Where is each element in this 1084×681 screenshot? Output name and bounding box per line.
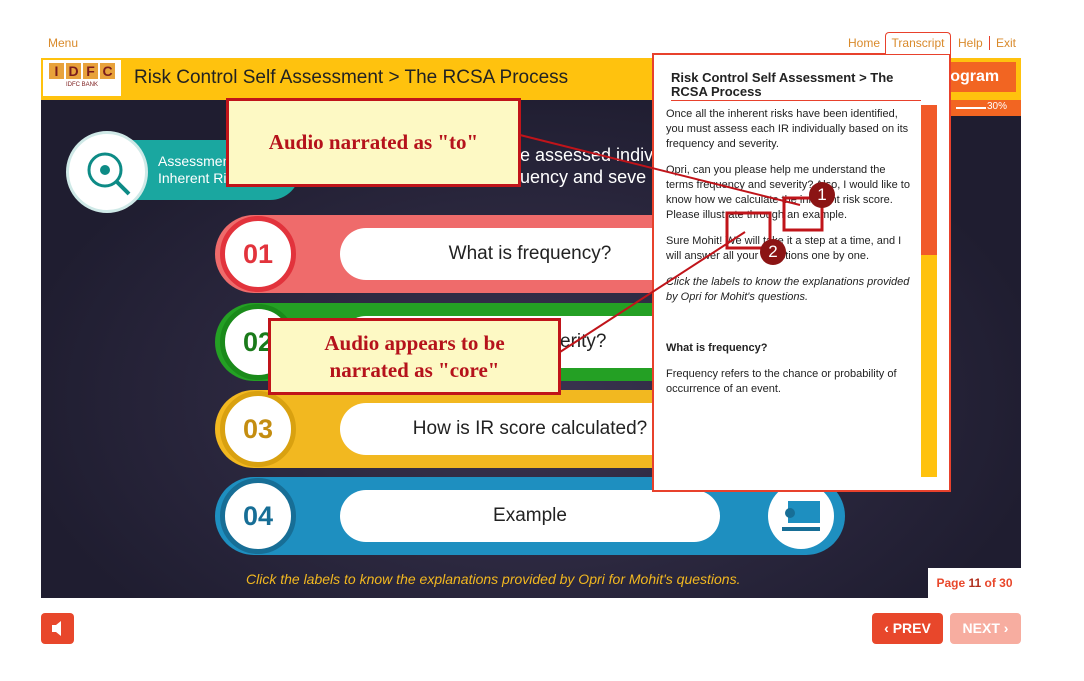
logo-caption: IDFC BANK <box>65 82 98 88</box>
page-prefix: Page <box>936 576 966 590</box>
icon <box>782 501 820 531</box>
item-label[interactable]: Example <box>340 490 720 542</box>
logo: I D F C IDFC BANK <box>43 60 121 96</box>
transcript-paragraph: Opri, can you please help me understand … <box>666 164 910 221</box>
transcript-paragraph: Once all the inherent risks have been id… <box>666 108 909 150</box>
transcript-title: Risk Control Self Assessment > The RCSA … <box>671 71 921 101</box>
logo-letter: D <box>66 63 81 79</box>
item-number: 04 <box>220 478 296 554</box>
item-number: 01 <box>220 216 296 292</box>
scroll-thumb[interactable] <box>921 105 937 255</box>
example-icon <box>768 483 834 549</box>
arrow <box>559 231 746 353</box>
marker: 2 <box>760 239 786 265</box>
logo-letter: C <box>100 63 115 79</box>
program-label: rogram <box>940 62 1016 92</box>
logo-letter: F <box>83 63 98 79</box>
nav-exit[interactable]: Exit <box>996 36 1017 50</box>
transcript-panel: Risk Control Self Assessment > The RCSA … <box>652 53 951 492</box>
nav-home[interactable]: Home <box>848 36 881 50</box>
highlight-box <box>725 211 772 250</box>
page-current: 11 <box>968 576 982 590</box>
logo-letter: I <box>49 63 64 79</box>
badge-line: Assessmen <box>158 153 231 169</box>
nav-transcript[interactable]: Transcript <box>885 32 951 54</box>
progress-fill <box>956 107 986 109</box>
scrollbar[interactable] <box>921 105 937 477</box>
icon <box>52 621 61 636</box>
topic-icon <box>66 131 148 213</box>
marker: 1 <box>809 182 835 208</box>
menu[interactable]: Menu <box>48 36 79 50</box>
transcript-body: Once all the inherent risks have been id… <box>666 107 911 408</box>
transcript-subheading: What is frequency? <box>666 342 768 354</box>
icon <box>87 152 131 196</box>
progress-label: 30% <box>986 101 1007 112</box>
instruction: Click the labels to know the explanation… <box>246 571 741 587</box>
highlight-box <box>782 196 824 232</box>
audio-button[interactable] <box>41 613 74 644</box>
badge-line: Inherent Ri <box>158 170 227 186</box>
header-title: Risk Control Self Assessment > The RCSA … <box>134 67 569 88</box>
next-button[interactable]: NEXT › <box>950 613 1021 644</box>
transcript-answer: Frequency refers to the chance or probab… <box>666 368 897 395</box>
progress-bar: 30% <box>950 100 1021 116</box>
prev-label: PREV <box>892 620 931 636</box>
nav-help[interactable]: Help <box>958 36 990 50</box>
callout: Audio appears to be narrated as "core" <box>268 318 561 395</box>
item-number: 03 <box>220 391 296 467</box>
arrow <box>519 134 801 206</box>
question-line: uency and seve <box>520 167 647 187</box>
callout: Audio narrated as "to" <box>226 98 521 187</box>
transcript-paragraph: Click the labels to know the explanation… <box>666 276 910 303</box>
pagination: Page 11 of 30 <box>928 568 1021 598</box>
next-label: NEXT <box>962 620 1000 636</box>
page-suffix: of 30 <box>984 576 1013 590</box>
prev-button[interactable]: ‹ PREV <box>872 613 943 644</box>
